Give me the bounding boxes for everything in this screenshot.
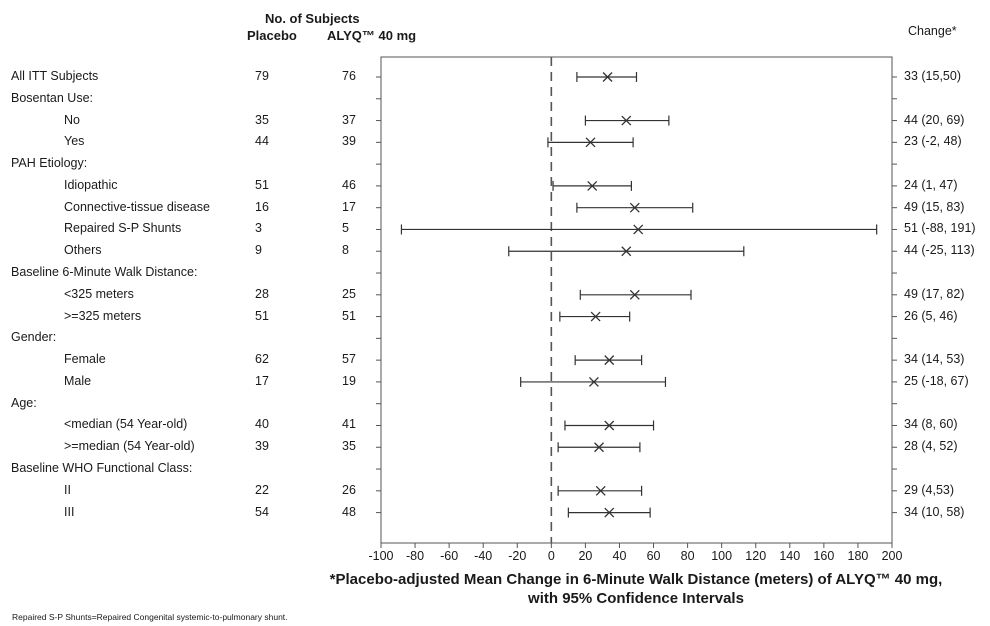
x-tick-label: 80 (681, 549, 695, 563)
plot-frame (381, 57, 892, 543)
x-tick-label: 40 (613, 549, 627, 563)
x-tick-label: 120 (745, 549, 766, 563)
x-tick-label: 200 (882, 549, 903, 563)
x-tick-label: -100 (368, 549, 393, 563)
footnote: Repaired S-P Shunts=Repaired Congenital … (12, 612, 288, 622)
x-tick-label: 140 (779, 549, 800, 563)
x-tick-label: -60 (440, 549, 458, 563)
x-tick-label: 60 (647, 549, 661, 563)
x-tick-label: 20 (578, 549, 592, 563)
x-tick-label: -20 (508, 549, 526, 563)
x-axis-title-line1: *Placebo-adjusted Mean Change in 6-Minut… (276, 571, 990, 588)
x-tick-label: 180 (848, 549, 869, 563)
x-tick-label: 0 (548, 549, 555, 563)
x-tick-label: -40 (474, 549, 492, 563)
x-tick-label: 100 (711, 549, 732, 563)
x-tick-label: 160 (813, 549, 834, 563)
x-axis-title-line2: with 95% Confidence Intervals (276, 590, 990, 607)
x-tick-label: -80 (406, 549, 424, 563)
